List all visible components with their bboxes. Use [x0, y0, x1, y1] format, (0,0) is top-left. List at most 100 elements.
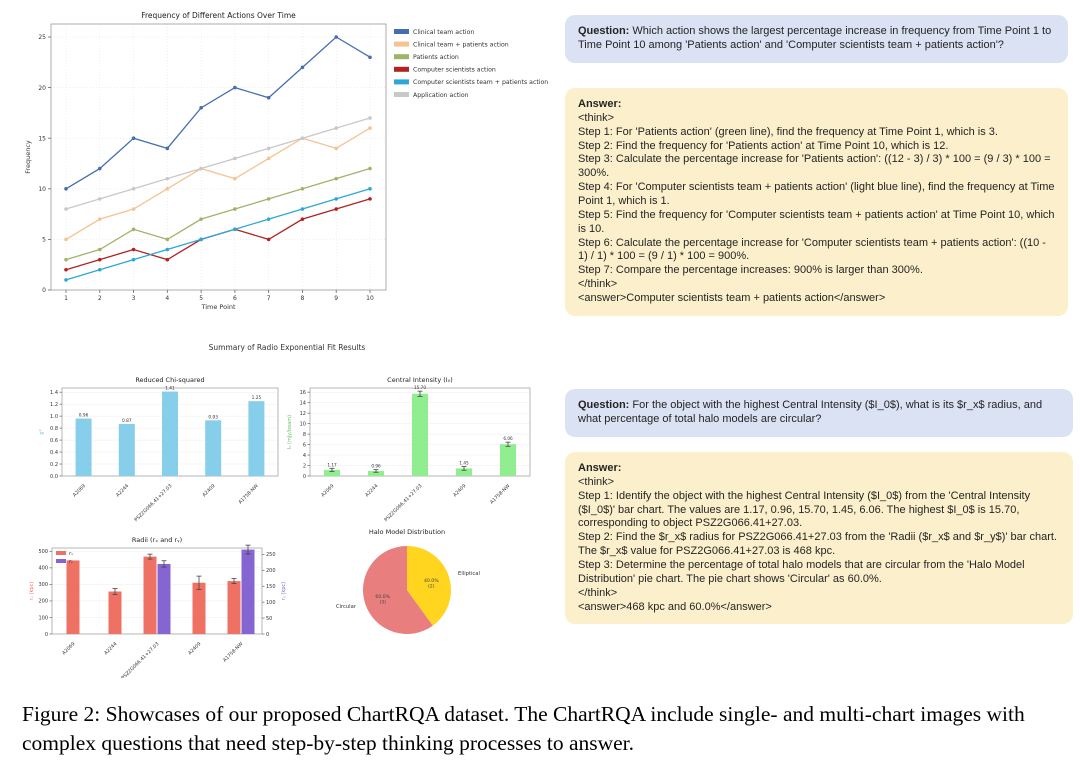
svg-text:15: 15 [38, 135, 46, 142]
svg-text:Radii (rₓ and rᵧ): Radii (rₓ and rᵧ) [132, 536, 182, 544]
svg-text:A1758-NW: A1758-NW [222, 641, 244, 663]
svg-text:0.2: 0.2 [50, 462, 58, 468]
radio-fit-multi-chart: Summary of Radio Exponential Fit Results… [29, 343, 531, 681]
svg-text:PSZ2G066.41+27.03: PSZ2G066.41+27.03 [120, 641, 160, 678]
svg-text:25: 25 [38, 34, 46, 41]
series-application-action [64, 116, 372, 211]
answer-box-2: Answer: <think> Step 1: Identify the obj… [565, 452, 1073, 625]
svg-text:40.0%: 40.0% [424, 578, 439, 584]
svg-text:6: 6 [303, 442, 306, 448]
svg-text:200: 200 [38, 599, 48, 605]
svg-text:rₓ (kpc): rₓ (kpc) [29, 582, 35, 601]
svg-text:Clinical team action: Clinical team action [413, 29, 474, 36]
svg-text:Frequency of Different Actions: Frequency of Different Actions Over Time [141, 11, 296, 20]
question-text: For the object with the highest Central … [578, 399, 1043, 425]
svg-text:rᵧ: rᵧ [69, 559, 73, 565]
svg-text:0: 0 [45, 632, 48, 638]
axes: 0 5 10 15 20 25 1 2 3 4 5 6 7 8 9 10 Frequency of Differ… [24, 11, 374, 311]
svg-text:6: 6 [233, 295, 237, 302]
answer-label: Answer: [578, 98, 622, 110]
svg-text:Summary of Radio Exponential F: Summary of Radio Exponential Fit Results [209, 343, 366, 352]
svg-text:60.0%: 60.0% [375, 594, 390, 600]
svg-text:0.93: 0.93 [208, 414, 218, 420]
svg-text:16: 16 [300, 390, 306, 396]
svg-text:250: 250 [266, 552, 276, 558]
multi-chart-panel: Summary of Radio Exponential Fit Results… [25, 338, 545, 683]
svg-text:0.87: 0.87 [122, 418, 132, 424]
svg-text:(3): (3) [379, 599, 386, 605]
svg-text:1: 1 [64, 295, 68, 302]
svg-text:100: 100 [38, 615, 48, 621]
svg-text:A2409: A2409 [452, 483, 467, 498]
svg-text:500: 500 [38, 549, 48, 555]
svg-text:0.4: 0.4 [50, 450, 58, 456]
svg-text:2: 2 [303, 463, 306, 469]
answer-box-1: Answer: <think> Step 1: For 'Patients ac… [565, 88, 1068, 316]
series-patients-action [64, 166, 372, 262]
svg-text:1.17: 1.17 [327, 462, 337, 467]
question-label: Question: [578, 25, 630, 37]
svg-text:8: 8 [303, 432, 306, 438]
svg-text:Frequency: Frequency [24, 140, 32, 174]
series-clinical-team-patients-action [64, 126, 372, 242]
svg-text:Reduced Chi-squared: Reduced Chi-squared [135, 376, 204, 384]
svg-text:14: 14 [300, 400, 306, 406]
question-box-2: Question: For the object with the highes… [565, 389, 1073, 437]
svg-text:Patients action: Patients action [413, 54, 459, 61]
svg-text:0.96: 0.96 [371, 464, 381, 469]
svg-text:A2409: A2409 [201, 483, 216, 498]
answer-text: <think> Step 1: Identify the object with… [578, 475, 1057, 613]
legend: Clinical team action Clinical team + pati… [394, 29, 548, 99]
svg-text:(2): (2) [428, 584, 435, 590]
svg-text:A1758-NW: A1758-NW [489, 483, 511, 505]
svg-text:0.96: 0.96 [79, 413, 89, 419]
svg-text:Central Intensity (I₀): Central Intensity (I₀) [387, 376, 453, 384]
svg-text:1.0: 1.0 [50, 414, 58, 420]
svg-text:Computer scientists team + pat: Computer scientists team + patients acti… [413, 79, 548, 86]
svg-text:15.70: 15.70 [414, 385, 426, 390]
svg-text:3: 3 [132, 295, 136, 302]
subplot-radii: 0 100 200 300 400 500 0 50 100 150 200 250 Radii (rₓ… [29, 536, 287, 681]
svg-text:50: 50 [266, 616, 272, 622]
svg-text:5: 5 [199, 295, 203, 302]
line-chart-panel: 0 5 10 15 20 25 1 2 3 4 5 6 7 8 9 10 Frequency of Differ… [18, 8, 548, 335]
svg-text:rₓ: rₓ [69, 551, 74, 557]
svg-text:rᵧ (kpc): rᵧ (kpc) [281, 582, 287, 600]
svg-text:1.45: 1.45 [459, 461, 469, 466]
svg-text:A2069: A2069 [61, 641, 76, 656]
series-clinical-team-action [64, 35, 372, 191]
svg-text:Application action: Application action [413, 92, 469, 99]
svg-text:A2244: A2244 [115, 483, 130, 498]
subplot-halo-pie: Halo Model Distribution 60.0%(3) Circular 4… [336, 528, 480, 634]
svg-text:10: 10 [38, 186, 46, 193]
svg-text:0.0: 0.0 [50, 474, 58, 480]
svg-text:100: 100 [266, 600, 276, 606]
svg-text:9: 9 [334, 295, 338, 302]
svg-text:A2069: A2069 [320, 483, 335, 498]
svg-text:4: 4 [165, 295, 169, 302]
question-box-1: Question: Which action shows the largest… [565, 15, 1068, 63]
svg-text:10: 10 [300, 421, 306, 427]
svg-text:A2244: A2244 [103, 641, 118, 656]
svg-text:10: 10 [366, 295, 374, 302]
subplot-reduced-chi-squared: 0.0 0.2 0.4 0.6 0.8 1.0 1.2 1.4 0.96 0.87 1.41 0.93… [38, 376, 279, 523]
svg-text:A1758-NW: A1758-NW [237, 483, 259, 505]
svg-text:0: 0 [303, 474, 306, 480]
answer-text: <think> Step 1: For 'Patients action' (g… [578, 111, 1055, 305]
question-label: Question: [578, 399, 630, 411]
line-chart-root: 0 5 10 15 20 25 1 2 3 4 5 6 7 8 9 10 Frequency of Differ… [24, 11, 548, 311]
svg-text:4: 4 [303, 453, 306, 459]
svg-text:Elliptical: Elliptical [458, 571, 480, 577]
svg-text:2: 2 [98, 295, 102, 302]
svg-text:1.4: 1.4 [50, 390, 58, 396]
svg-text:Circular: Circular [336, 604, 357, 610]
svg-text:8: 8 [301, 295, 305, 302]
svg-text:0.8: 0.8 [50, 426, 58, 432]
svg-text:7: 7 [267, 295, 271, 302]
svg-text:A2244: A2244 [364, 483, 379, 498]
svg-text:6.06: 6.06 [503, 436, 513, 441]
svg-text:400: 400 [38, 566, 48, 572]
svg-text:Clinical team + patients actio: Clinical team + patients action [413, 41, 509, 48]
svg-text:Computer scientists action: Computer scientists action [413, 67, 496, 74]
